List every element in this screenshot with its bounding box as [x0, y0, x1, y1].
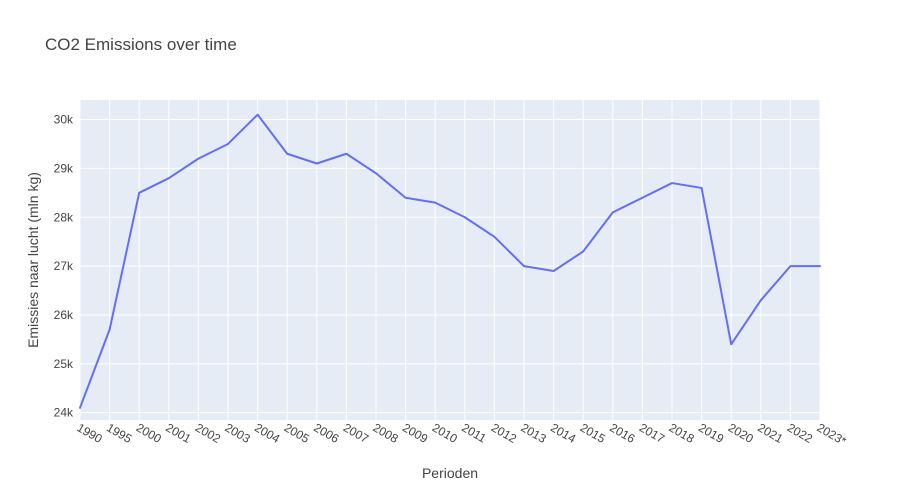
x-tick-label: 2012 — [489, 420, 519, 446]
x-tick-label: 2013 — [519, 420, 549, 446]
x-tick-label: 2003 — [223, 420, 253, 446]
y-axis-ticks: 24k 25k 26k 27k 28k 29k 30k — [54, 113, 74, 420]
plot-area — [80, 100, 820, 420]
x-tick-label: 2022 — [785, 420, 815, 446]
x-tick-label: 1995 — [104, 420, 134, 446]
x-axis-ticks: 1990 1995 2000 2001 2002 2003 2004 2005 2006 2007… — [75, 420, 849, 448]
y-axis-title: Emissies naar lucht (mln kg) — [25, 172, 41, 348]
x-tick-label: 2008 — [371, 420, 401, 446]
x-tick-label: 2009 — [400, 420, 430, 446]
x-tick-label: 2014 — [548, 420, 578, 446]
x-tick-label: 2016 — [607, 420, 637, 446]
series-layer — [79, 113, 821, 409]
x-gridlines — [79, 100, 821, 420]
y-tick-label: 30k — [54, 113, 74, 127]
x-tick-label: 2004 — [252, 420, 282, 446]
x-tick-label: 2023* — [815, 420, 849, 448]
x-tick-label: 2011 — [459, 420, 489, 445]
x-axis-title: Perioden — [422, 465, 478, 481]
x-tick-label: 2021 — [755, 420, 785, 446]
y-tick-label: 25k — [54, 357, 74, 371]
x-tick-label: 2007 — [341, 420, 371, 446]
x-tick-label: 2000 — [134, 420, 164, 446]
x-tick-label: 2005 — [282, 420, 312, 446]
y-tick-label: 24k — [54, 406, 74, 420]
x-tick-label: 1990 — [75, 420, 105, 446]
x-tick-label: 2001 — [163, 420, 193, 446]
series-line — [79, 113, 821, 409]
y-tick-label: 26k — [54, 308, 74, 322]
x-tick-label: 2018 — [667, 420, 697, 446]
y-tick-label: 28k — [54, 210, 74, 224]
y-tick-label: 27k — [54, 259, 74, 273]
x-tick-label: 2006 — [311, 420, 341, 446]
x-tick-label: 2015 — [578, 420, 608, 446]
x-tick-label: 2019 — [696, 420, 726, 446]
chart-title: CO2 Emissions over time — [45, 35, 237, 54]
x-tick-label: 2002 — [193, 420, 223, 446]
x-tick-label: 2017 — [637, 420, 667, 446]
x-tick-label: 2010 — [430, 420, 460, 446]
y-gridlines — [80, 119, 820, 414]
y-tick-label: 29k — [54, 161, 74, 175]
x-tick-label: 2020 — [726, 420, 756, 446]
